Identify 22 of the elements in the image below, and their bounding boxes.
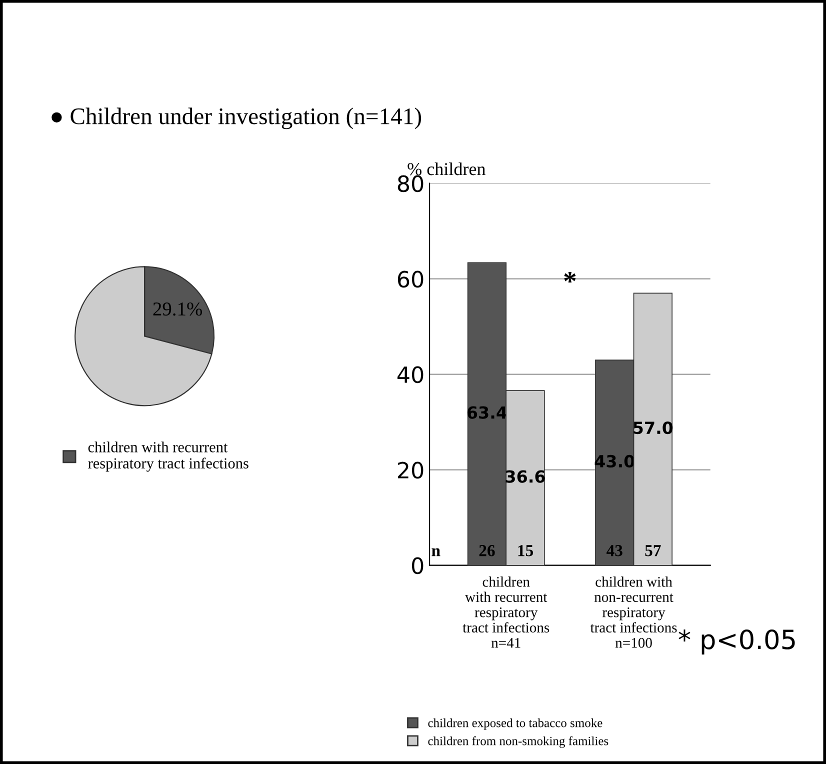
annotation: 26 bbox=[479, 545, 495, 556]
data-label: 63.4 bbox=[467, 406, 507, 419]
annotation: * bbox=[564, 272, 576, 282]
y-tick-label: 80 bbox=[398, 175, 424, 192]
x-tick-label: children with recurrent respiratory tract infections n=41 bbox=[462, 576, 550, 648]
legend-label: children with recurrent respiratory tract infections bbox=[88, 442, 248, 472]
y-tick-label: 40 bbox=[397, 366, 424, 384]
x-tick-label: children with non-recurrent respiratory tract infections n=100 bbox=[590, 576, 677, 648]
data-label: 29.1% bbox=[153, 302, 202, 316]
annotation: 15 bbox=[518, 545, 533, 556]
annotation: 43 bbox=[606, 545, 622, 556]
y-tick-label: 60 bbox=[398, 270, 424, 288]
chart-title: ● Children under investigation (n=141) bbox=[52, 108, 422, 130]
pie-slice bbox=[74, 266, 212, 406]
legend-label: children from non-smoking families bbox=[428, 736, 608, 748]
legend-label: children exposed to tabacco smoke bbox=[428, 718, 602, 730]
y-tick-label: 20 bbox=[398, 462, 424, 479]
annotation: n bbox=[432, 548, 440, 556]
y-tick-label: 0 bbox=[412, 557, 424, 574]
text: * p<0.05 bbox=[678, 629, 795, 655]
y-axis-title: % children bbox=[408, 162, 486, 176]
annotation: 57 bbox=[645, 545, 661, 556]
